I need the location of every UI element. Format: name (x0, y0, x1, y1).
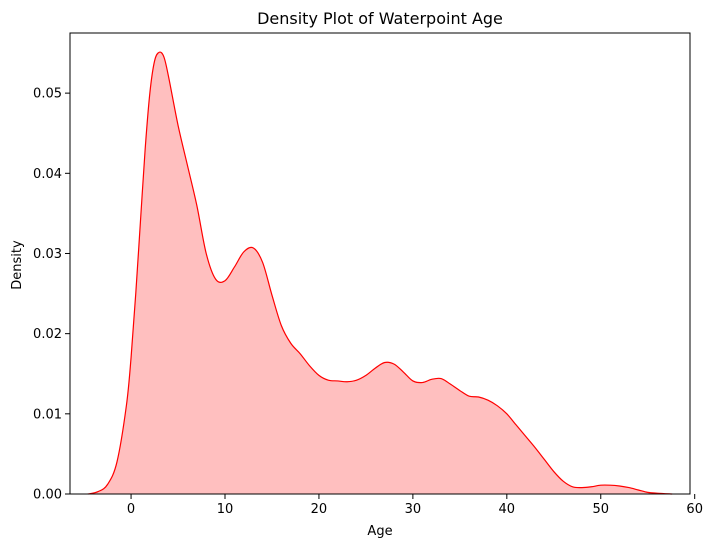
y-tick-label: 0.02 (33, 327, 62, 342)
x-axis-ticks: 0 10 20 30 40 50 60 (127, 494, 703, 517)
y-axis-label: Density (10, 240, 25, 290)
plot-area (69, 32, 691, 495)
chart-title: Density Plot of Waterpoint Age (257, 9, 503, 28)
x-tick-label: 0 (127, 502, 135, 517)
density-fill-area (87, 52, 673, 494)
y-tick-label: 0.05 (33, 87, 62, 102)
density-curve (87, 51, 673, 495)
x-tick-label: 60 (686, 502, 703, 517)
x-tick-label: 20 (311, 502, 328, 517)
y-tick-label: 0.01 (33, 407, 62, 422)
y-axis-ticks: 0.00 0.01 0.02 0.03 0.04 0.05 (33, 87, 70, 503)
x-axis-label: Age (367, 524, 392, 539)
x-tick-label: 10 (217, 502, 234, 517)
x-tick-label: 30 (405, 502, 422, 517)
x-tick-label: 40 (499, 502, 516, 517)
y-tick-label: 0.04 (33, 167, 62, 182)
plot-frame (69, 32, 691, 495)
x-tick-label: 50 (592, 502, 609, 517)
y-tick-label: 0.03 (33, 247, 62, 262)
y-tick-label: 0.00 (33, 488, 62, 503)
